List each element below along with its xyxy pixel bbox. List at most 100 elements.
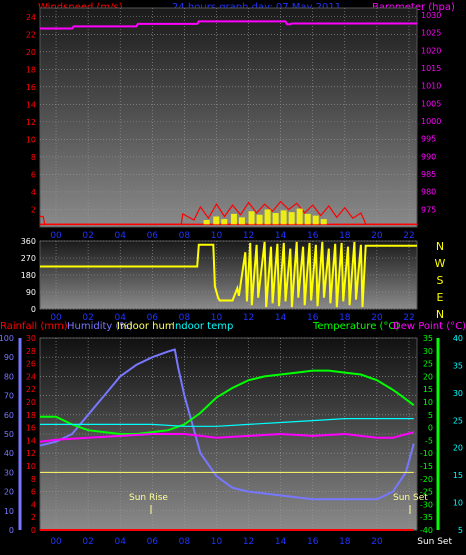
rain-tick-label: 4 [31,500,36,509]
temperature-tick-label: -30 [420,500,433,509]
indoor-tick-label: 5 [458,526,463,535]
x-tick-label: 20 [371,231,383,241]
humidity-tick-label: 50 [4,430,14,439]
indoor-tick-label: 10 [453,499,463,508]
temperature-tick-label: -10 [420,449,433,458]
rain-tick-label: 12 [26,449,36,458]
x-tick-label: 00 [50,537,62,547]
dir-tick-label: 270 [21,254,36,263]
x-tick-label: 10 [211,231,223,241]
x-tick-label: 06 [147,231,159,241]
temperature-tick-label: 35 [423,334,433,343]
gust-bar [264,209,271,225]
temperature-tick-label: 10 [423,398,433,407]
gust-bar [221,219,228,225]
humidity-line [39,348,415,501]
y2-tick-label: 1010 [421,82,441,91]
indoor-tick-label: 30 [453,389,463,398]
x-tick-label: 06 [147,537,159,547]
y2-tick-label: 980 [421,188,436,197]
gust-bar [296,208,303,225]
x-tick-label: 20 [371,313,383,323]
x-tick-label: 18 [339,313,351,323]
compass-label: W [435,257,446,270]
indoor-tick-label: 25 [453,416,463,425]
x-tick-label: 14 [275,537,287,547]
y-tick-label: 18 [26,65,36,74]
legend-indoor-temp: Indoor temp [172,321,233,332]
humidity-tick-label: 90 [4,353,14,362]
x-tick-label: 22 [403,313,414,323]
indoor-tick-label: 20 [453,444,463,453]
temperature-tick-label: -40 [420,526,433,535]
humidity-tick-label: 20 [4,488,14,497]
y2-tick-label: 985 [421,170,436,179]
legend-indoor-hum: Indoor hum [117,321,175,332]
gust-bar [248,211,255,225]
gust-bar [280,210,287,225]
temperature-tick-label: -25 [420,488,433,497]
y2-tick-label: 1025 [421,29,441,38]
rain-tick-label: 2 [31,513,36,522]
y-tick-label: 4 [31,188,36,197]
dew-point-line [39,431,415,443]
y-tick-label: 14 [26,100,36,109]
y2-tick-label: 990 [421,152,436,161]
gust-bar [238,217,245,225]
temperature-tick-label: 30 [423,347,433,356]
legend-dew-point: Dew Point (°C) [393,321,466,332]
x-tick-label: Sun Set [417,537,452,547]
rain-tick-label: 18 [26,411,36,420]
temperature-tick-label: 20 [423,372,433,381]
x-tick-label: 20 [371,537,383,547]
gust-bar [288,212,295,225]
x-tick-label: 12 [243,313,254,323]
rain-tick-label: 30 [26,334,36,343]
x-tick-label: 08 [179,537,191,547]
y-tick-label: 24 [26,13,36,22]
rain-tick-label: 28 [26,347,36,356]
x-tick-label: 04 [114,537,126,547]
y-tick-label: 12 [26,118,36,127]
compass-label: N [436,308,444,321]
x-tick-label: 02 [82,537,93,547]
tick-labels: 0000020204040606080810101212141416161818… [0,11,463,547]
rain-tick-label: 14 [26,436,36,445]
y2-tick-label: 1020 [421,46,441,55]
x-tick-label: 14 [275,313,287,323]
rain-tick-label: 10 [26,462,36,471]
x-tick-label: 22 [403,231,414,241]
x-tick-label: 18 [339,231,351,241]
rain-tick-label: 26 [26,360,36,369]
gust-bar [304,213,311,225]
indoor-temp-line [40,418,414,427]
y2-tick-label: 1030 [421,11,441,20]
x-tick-label: 02 [82,231,93,241]
temperature-tick-label: 25 [423,360,433,369]
wind-direction-line [40,241,417,308]
sun-rise-label: Sun Rise [129,493,168,503]
sun-set-label: Sun Set [393,493,428,503]
x-tick-label: 10 [211,313,223,323]
humidity-tick-label: 30 [4,468,14,477]
gust-bar [320,219,327,225]
indoor-tick-label: 40 [453,334,463,343]
dir-tick-label: 180 [21,271,36,280]
x-tick-label: 02 [82,313,93,323]
x-tick-label: 18 [339,537,351,547]
compass-label: S [437,274,444,287]
gust-bar [203,219,210,225]
temperature-tick-label: -15 [420,462,433,471]
x-tick-label: 10 [211,537,223,547]
gust-bar [256,214,263,225]
x-tick-label: 04 [114,231,126,241]
y-tick-label: 2 [31,205,36,214]
y2-tick-label: 975 [421,205,436,214]
humidity-tick-label: 60 [4,411,14,420]
rain-tick-label: 6 [31,488,36,497]
y-tick-label: 10 [26,135,36,144]
temperature-tick-label: -5 [425,436,433,445]
x-tick-label: 08 [179,231,191,241]
temperature-tick-label: -35 [420,513,433,522]
series-lines [39,20,417,531]
